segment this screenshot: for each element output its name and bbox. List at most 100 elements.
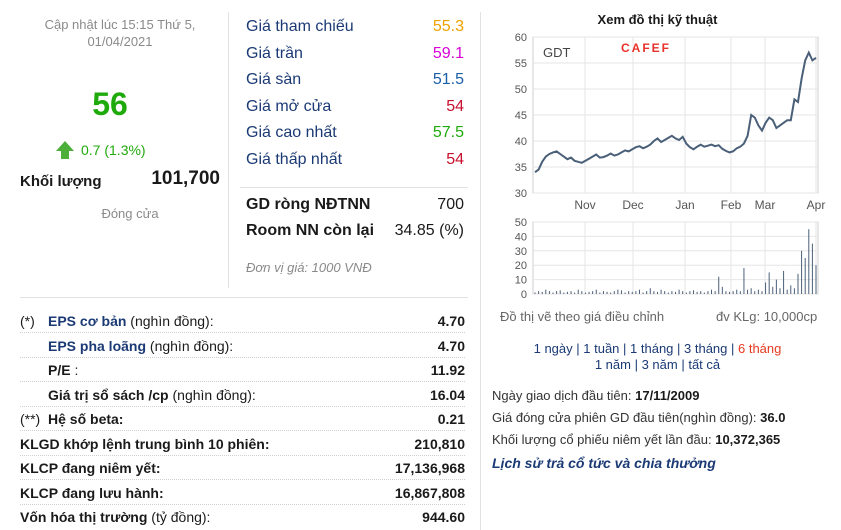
period-option[interactable]: 6 tháng (738, 341, 782, 356)
stat-row: KLGD khớp lệnh trung bình 10 phiên: 210,8… (20, 432, 465, 456)
stat-separator (20, 332, 465, 333)
price-y-tick-label: 55 (515, 58, 527, 70)
stat-value: 944.60 (422, 509, 465, 525)
volume-y-tick-label: 40 (515, 231, 527, 243)
stat-value: 17,136,968 (394, 460, 465, 476)
stat-name-unit: (nghìn đồng): (146, 337, 234, 354)
stat-name: KLCP đang lưu hành: (20, 485, 355, 501)
period-option[interactable]: tất cả (688, 357, 721, 372)
first-listing-volume-value: 10,372,365 (715, 432, 781, 447)
volume-value: 101,700 (151, 168, 220, 189)
arrow-up-icon (56, 141, 74, 159)
price-row-value: 57.5 (432, 124, 464, 141)
unit-note: Đơn vị giá: 1000 VNĐ (246, 260, 372, 275)
price-row-label: Giá tham chiếu (246, 18, 354, 35)
stat-row: KLCP đang lưu hành: 16,867,808 (20, 481, 465, 505)
price-y-tick-label: 35 (515, 162, 527, 174)
stat-name-main: KLGD khớp lệnh trung bình 10 phiên: (20, 435, 270, 452)
current-price: 56 (92, 86, 128, 122)
stat-name-unit: (nghìn đồng): (168, 386, 256, 403)
volume-label: Khối lượng (20, 173, 102, 190)
stat-value: 16,867,808 (394, 484, 465, 501)
stat-name: P/E : (48, 362, 355, 378)
price-row-label: Giá thấp nhất (246, 150, 343, 168)
price-row-value: 54 (446, 97, 464, 115)
stat-name-main: Vốn hóa thị trường (20, 509, 148, 525)
update-time-line1: Cập nhật lúc 15:15 Thứ 5, (44, 17, 196, 32)
stat-value: 4.70 (437, 337, 465, 354)
divider-vertical-left (228, 12, 229, 288)
foreign-room-label: Room NN còn lại (246, 222, 375, 239)
stat-name: Hệ số beta: (48, 411, 355, 427)
price-chart[interactable]: Nov Dec Jan Feb Mar Apr 30 35 40 45 50 55 60 0 10 20 30 4… (485, 30, 830, 302)
stat-name-main[interactable]: EPS pha loãng (48, 337, 147, 354)
stat-separator (20, 405, 465, 407)
price-y-tick-label: 50 (515, 84, 527, 96)
price-row: Giá thấp nhất 54 (246, 147, 464, 173)
chart-title-link[interactable]: Xem đồ thị kỹ thuật (597, 12, 718, 27)
period-row: 1 năm | 3 năm | tất cả (594, 357, 721, 372)
stat-name: EPS pha loãng (nghìn đồng): (48, 338, 355, 354)
stat-row: EPS pha loãng (nghìn đồng): 4.70 (20, 334, 465, 358)
first-close-price: Giá đóng cửa phiên GD đầu tiên(nghìn đồn… (492, 410, 785, 425)
stat-separator (20, 454, 465, 456)
foreign-net-value: 700 (437, 196, 464, 213)
stat-name: KLGD khớp lệnh trung bình 10 phiên: (20, 436, 355, 452)
stat-value: 4.70 (437, 313, 465, 329)
update-time: Cập nhật lúc 15:15 Thứ 5, 01/04/2021 (20, 16, 220, 50)
volume-plot-frame (532, 221, 819, 295)
volume-y-tick-label: 50 (515, 217, 527, 229)
period-option[interactable]: 1 tháng (630, 341, 674, 356)
x-tick-label: Nov (574, 198, 595, 212)
stat-name-main: KLCP đang lưu hành: (20, 484, 164, 501)
price-row: Giá trần 59.1 (246, 41, 464, 67)
chart-note-adjusted: Đồ thị vẽ theo giá điều chỉnh (500, 309, 665, 324)
price-y-tick-label: 40 (515, 136, 527, 148)
price-change-value: 0.7 (1.3%) (81, 142, 146, 158)
x-tick-label: Mar (755, 198, 776, 212)
period-option[interactable]: 1 tuần (583, 341, 620, 356)
volume-y-tick-label: 20 (515, 260, 527, 272)
divider-foreign (240, 187, 468, 188)
stat-separator (20, 503, 465, 505)
price-row-label: Giá trần (246, 44, 303, 62)
price-change: 0.7 (1.3%) (55, 140, 185, 160)
first-close-price-value: 36.0 (760, 410, 786, 425)
price-y-tick-label: 30 (515, 188, 527, 200)
period-option[interactable]: 3 năm (641, 357, 678, 372)
stat-name-main: KLCP đang niêm yết: (20, 460, 161, 476)
first-listing-volume-label: Khối lượng cổ phiếu niêm yết lần đầu: (492, 432, 712, 447)
close-label: Đóng cửa (101, 206, 159, 221)
stat-value: 0.21 (437, 411, 465, 427)
stat-name-main[interactable]: EPS cơ bản (48, 313, 127, 329)
stat-name-unit: (tỷ đồng): (147, 509, 211, 525)
x-tick-label: Apr (807, 198, 826, 212)
divider-vertical-right (480, 12, 481, 530)
stat-prefix: (**) (20, 411, 41, 427)
price-row-value: 55.3 (432, 18, 464, 35)
first-trade-day-label: Ngày giao dịch đầu tiên: (492, 388, 632, 403)
price-series-line (534, 50, 817, 174)
price-y-tick-label: 60 (515, 32, 527, 44)
stat-separator (20, 381, 465, 382)
stat-value: 16.04 (429, 386, 465, 403)
period-option[interactable]: 3 tháng (684, 341, 728, 356)
divider-stats (20, 297, 468, 298)
stat-row: (**) Hệ số beta: 0.21 (20, 407, 465, 431)
period-selector: 1 ngày | 1 tuần | 1 tháng | 3 tháng | 6 … (485, 341, 830, 373)
dividend-history-link[interactable]: Lịch sử trả cổ tức và chia thưởng (492, 455, 716, 471)
foreign-room-row: Room NN còn lại 34.85 (%) (246, 222, 464, 240)
x-tick-label: Dec (622, 198, 643, 212)
stat-value: 11.92 (430, 362, 465, 378)
period-option[interactable]: 1 ngày (533, 341, 573, 356)
price-row-value: 59.1 (432, 44, 464, 62)
price-row-label: Giá sàn (246, 71, 302, 88)
price-row-label: Giá cao nhất (246, 124, 337, 141)
period-option[interactable]: 1 năm (594, 357, 631, 372)
foreign-room-value: 34.85 (%) (394, 222, 464, 239)
price-row: Giá tham chiếu 55.3 (246, 14, 464, 40)
price-row-value: 51.5 (432, 71, 464, 88)
stat-separator (20, 479, 465, 480)
x-tick-label: Jan (675, 198, 694, 212)
volume-y-tick-label: 0 (521, 289, 527, 301)
